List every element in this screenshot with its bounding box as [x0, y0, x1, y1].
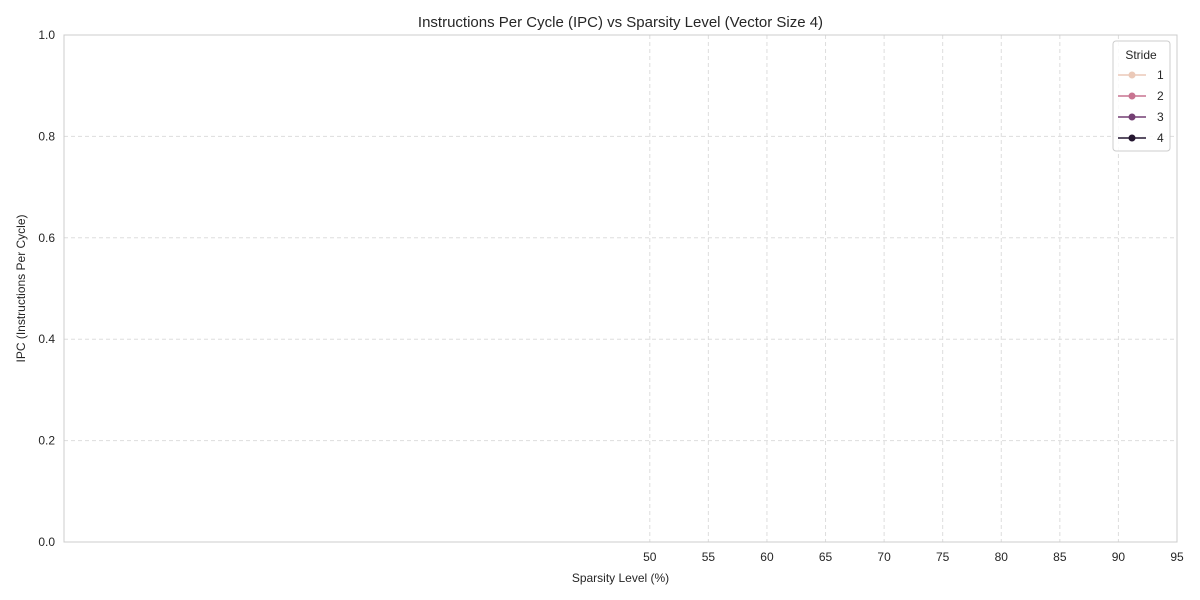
legend: Stride 1 2 3 4 — [1112, 40, 1171, 152]
legend-swatch-marker — [1128, 113, 1136, 121]
x-tick-label: 75 — [936, 550, 950, 564]
legend-swatch-marker — [1128, 92, 1136, 100]
y-axis-label: IPC (Instructions Per Cycle) — [14, 214, 28, 362]
y-tick-label: 0.8 — [38, 129, 55, 143]
y-tick-label: 0.4 — [38, 332, 55, 346]
x-tick-label: 85 — [1053, 550, 1067, 564]
legend-label: 4 — [1157, 131, 1164, 145]
legend-label: 2 — [1157, 89, 1164, 103]
legend-swatch-marker — [1128, 134, 1136, 142]
y-tick-label: 0.0 — [38, 535, 55, 549]
y-tick-label: 0.2 — [38, 434, 55, 448]
grid-layer — [64, 34, 1178, 543]
plot-frame — [63, 34, 1178, 543]
x-tick-label: 50 — [643, 550, 657, 564]
x-tick-label: 65 — [819, 550, 833, 564]
x-tick-label: 80 — [995, 550, 1009, 564]
chart-title: Instructions Per Cycle (IPC) vs Sparsity… — [418, 14, 823, 31]
x-tick-label: 90 — [1112, 550, 1126, 564]
y-tick-label: 1.0 — [38, 28, 55, 42]
x-tick-label: 55 — [702, 550, 716, 564]
legend-label: 3 — [1157, 110, 1164, 124]
x-axis-label: Sparsity Level (%) — [572, 571, 669, 585]
x-tick-label: 60 — [760, 550, 774, 564]
y-tick-label: 0.6 — [38, 231, 55, 245]
legend-entries: 1 2 3 4 — [1118, 68, 1164, 145]
legend-title: Stride — [1125, 48, 1157, 62]
y-axis-ticks: 0.0 0.2 0.4 0.6 0.8 1.0 — [38, 28, 55, 549]
legend-label: 1 — [1157, 68, 1164, 82]
x-tick-label: 95 — [1170, 550, 1184, 564]
x-tick-label: 70 — [877, 550, 891, 564]
x-axis-ticks: 50 55 60 65 70 75 80 85 90 95 — [643, 550, 1184, 564]
legend-swatch-marker — [1128, 71, 1136, 79]
